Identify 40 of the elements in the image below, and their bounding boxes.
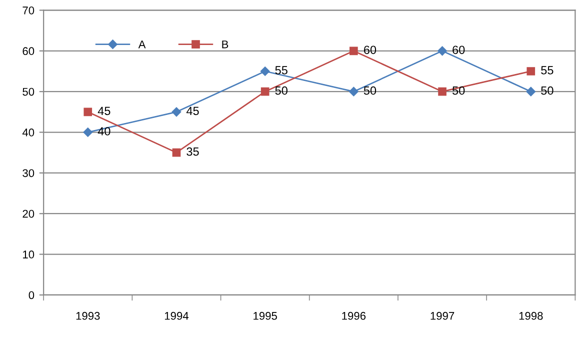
point <box>172 148 181 157</box>
point <box>260 87 270 96</box>
data-label: 35 <box>186 147 199 156</box>
y-tick-label: 10 <box>23 250 34 258</box>
y-tick-label: 60 <box>22 47 34 56</box>
point <box>172 107 182 117</box>
x-tick-label: 1994 <box>164 312 189 320</box>
point <box>84 108 92 116</box>
data-label: 50 <box>364 86 376 95</box>
y-tick-label: 20 <box>22 210 34 218</box>
data-label: 40 <box>98 127 110 136</box>
y-tick-label: 40 <box>22 128 34 136</box>
x-tick-label: 1993 <box>76 312 100 320</box>
y-tick-label: 70 <box>22 6 34 14</box>
data-label: 50 <box>275 86 288 95</box>
point <box>83 128 92 137</box>
point <box>438 87 446 96</box>
point <box>350 46 358 56</box>
x-tick-label: 1995 <box>254 312 277 320</box>
data-label: 45 <box>186 106 199 116</box>
data-label: 55 <box>275 66 288 74</box>
data-label: 55 <box>541 66 554 74</box>
data-label: 60 <box>452 46 465 54</box>
x-tick-label: 1997 <box>430 312 454 320</box>
legend-label: A <box>138 40 146 48</box>
y-tick-label: 0 <box>28 291 34 300</box>
point <box>526 86 536 96</box>
point <box>349 86 358 96</box>
data-label: 50 <box>541 86 554 95</box>
legend-label: B <box>222 40 228 48</box>
x-tick-label: 1996 <box>342 312 366 320</box>
point <box>526 67 536 76</box>
data-label: 50 <box>452 86 465 95</box>
point <box>260 66 270 76</box>
x-tick-label: 1998 <box>519 312 543 320</box>
data-label: 45 <box>98 106 110 116</box>
y-tick-label: 50 <box>22 88 34 96</box>
data-label: 60 <box>364 46 376 54</box>
point <box>438 46 447 56</box>
y-tick-label: 30 <box>22 169 34 178</box>
